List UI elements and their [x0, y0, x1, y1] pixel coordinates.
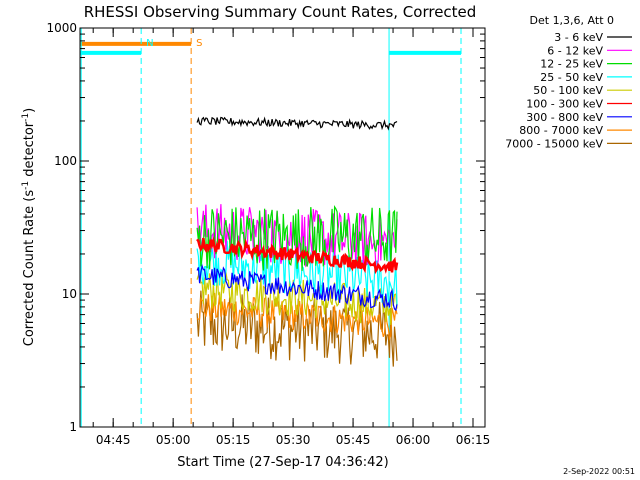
chart-title: RHESSI Observing Summary Count Rates, Co…	[84, 3, 477, 21]
x-axis: 04:45 05:00 05:15 05:30 05:45 06:00 06:15	[92, 28, 491, 447]
legend-label-6: 300 - 800 keV	[526, 111, 603, 124]
series-line-5	[196, 236, 399, 275]
y-axis-label-sup1: -1	[21, 181, 31, 190]
legend-label-4: 50 - 100 keV	[533, 84, 603, 97]
annotation-label-4: N	[146, 38, 153, 49]
y-axis-label-mid: detector	[22, 121, 37, 181]
legend-label-3: 25 - 50 keV	[540, 71, 603, 84]
y-axis-label-end: )	[22, 108, 37, 113]
x-tick-label-2: 05:15	[216, 433, 251, 447]
series-line-8	[196, 290, 398, 367]
plot-frame	[79, 27, 486, 428]
y-axis: 1 10 100 1000	[46, 21, 485, 434]
y-axis-label-sup2: -1	[21, 113, 31, 122]
y-tick-label-0: 1	[69, 420, 77, 434]
date-stamp: 2-Sep-2022 00:51	[563, 467, 635, 476]
legend-label-8: 7000 - 15000 keV	[505, 137, 603, 150]
x-tick-label-1: 05:00	[156, 433, 191, 447]
series-line-7	[196, 292, 398, 341]
x-tick-label-4: 05:45	[336, 433, 371, 447]
legend-label-7: 800 - 7000 keV	[519, 124, 603, 137]
y-axis-label: Corrected Count Rate (s-1 detector-1)	[21, 108, 37, 346]
legend-label-2: 12 - 25 keV	[540, 58, 603, 71]
x-tick-label-0: 04:45	[96, 433, 131, 447]
x-axis-label: Start Time (27-Sep-17 04:36:42)	[177, 455, 388, 470]
x-tick-label-5: 06:00	[396, 433, 431, 447]
y-tick-label-1: 10	[62, 287, 77, 301]
y-axis-label-main: Corrected Count Rate (s	[22, 190, 37, 347]
y-tick-label-3: 1000	[46, 21, 77, 35]
series-line-0	[196, 116, 398, 131]
series-line-6	[196, 263, 398, 312]
x-tick-label-6: 06:15	[456, 433, 491, 447]
x-tick-label-3: 05:30	[276, 433, 311, 447]
annotation-label-5: S	[196, 38, 202, 49]
legend-label-0: 3 - 6 keV	[554, 31, 603, 44]
series-line-2	[196, 204, 398, 271]
y-tick-label-2: 100	[54, 154, 77, 168]
legend-label-5: 100 - 300 keV	[526, 98, 603, 111]
legend-header: Det 1,3,6, Att 0	[530, 14, 614, 27]
legend-label-1: 6 - 12 keV	[547, 44, 603, 57]
